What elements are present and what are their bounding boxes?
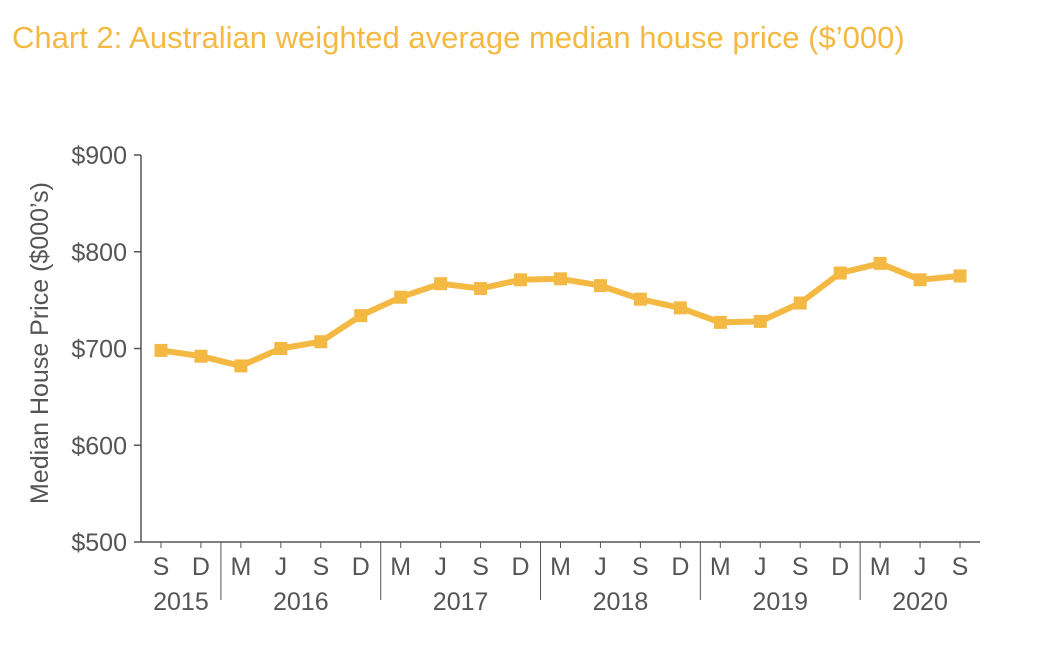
x-year-label: 2019	[752, 588, 808, 616]
data-point-marker	[514, 273, 528, 287]
data-point-marker	[194, 349, 208, 363]
chart-title: Chart 2: Australian weighted average med…	[12, 20, 905, 55]
x-year-label: 2016	[273, 588, 329, 616]
data-point-marker	[873, 256, 887, 270]
data-point-marker	[833, 266, 847, 280]
data-point-marker	[234, 359, 248, 373]
data-point-marker	[953, 269, 967, 283]
data-point-marker	[314, 335, 328, 349]
y-axis: $900 $800 $700 $600 $500	[71, 142, 142, 557]
y-tick-label: $500	[71, 529, 127, 557]
x-tick-label: J	[434, 553, 447, 581]
y-tick-label: $800	[71, 239, 127, 267]
data-point-marker	[554, 272, 567, 286]
x-tick-label: D	[512, 553, 530, 581]
data-point-marker	[913, 273, 927, 287]
data-point-marker	[154, 343, 168, 357]
data-point-marker	[793, 296, 807, 310]
x-tick-label: S	[312, 553, 329, 581]
x-tick-label: S	[632, 553, 649, 581]
y-tick-label: $900	[71, 142, 127, 170]
data-point-marker	[434, 277, 448, 291]
data-point-marker	[394, 290, 408, 304]
y-tick-label: $600	[71, 432, 127, 460]
data-point-marker	[633, 292, 647, 306]
x-tick-label: D	[192, 553, 210, 581]
x-tick-label: S	[472, 553, 489, 581]
x-tick-label: J	[914, 553, 927, 581]
x-tick-label: M	[230, 553, 251, 581]
x-tick-label: D	[831, 553, 849, 581]
x-year-label: 2015	[153, 588, 209, 616]
x-tick-label: M	[710, 553, 731, 581]
data-point-marker	[673, 301, 687, 315]
x-tick-label: S	[952, 553, 969, 581]
x-tick-label: J	[594, 553, 607, 581]
x-year-label: 2018	[593, 588, 649, 616]
data-point-marker	[274, 342, 288, 355]
x-tick-label: M	[870, 553, 891, 581]
data-point-marker	[593, 279, 607, 293]
x-tick-label: M	[390, 553, 411, 581]
x-year-label: 2017	[433, 588, 489, 616]
x-tick-label: M	[550, 553, 571, 581]
data-point-marker	[753, 314, 767, 328]
data-point-marker	[474, 282, 488, 296]
x-tick-label: J	[275, 553, 288, 581]
x-tick-label: D	[352, 553, 370, 581]
x-tick-label: S	[153, 553, 170, 581]
data-point-marker	[354, 309, 368, 323]
x-tick-label: S	[792, 553, 809, 581]
y-tick-label: $700	[71, 336, 127, 364]
data-point-marker	[713, 315, 727, 329]
x-tick-label: D	[671, 553, 689, 581]
series-layer	[154, 256, 967, 373]
x-year-label: 2020	[892, 588, 948, 616]
x-tick-label: J	[754, 553, 767, 581]
y-axis-title: Median House Price ($000’s)	[26, 182, 54, 504]
